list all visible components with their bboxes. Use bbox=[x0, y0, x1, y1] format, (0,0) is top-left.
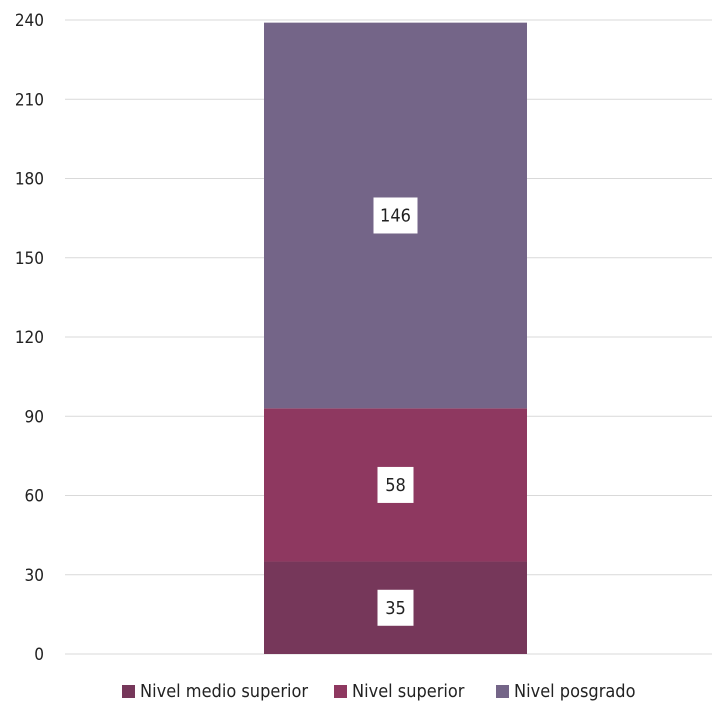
y-tick-label: 180 bbox=[15, 170, 44, 190]
legend-swatch bbox=[496, 685, 509, 698]
data-label: 58 bbox=[385, 475, 406, 496]
bar-segments bbox=[264, 22, 527, 654]
legend-swatch bbox=[334, 685, 347, 698]
legend-label: Nivel medio superior bbox=[140, 681, 308, 702]
y-tick-label: 150 bbox=[15, 249, 44, 269]
data-labels: 35 58 146 bbox=[373, 197, 418, 626]
data-label: 146 bbox=[380, 205, 411, 226]
y-tick-label: 90 bbox=[25, 407, 44, 427]
legend-swatch bbox=[122, 685, 135, 698]
data-label-box bbox=[373, 197, 418, 234]
y-tick-label: 210 bbox=[15, 90, 44, 110]
data-label-box bbox=[377, 466, 414, 503]
y-axis-ticks: 0 30 60 90 120 150 180 210 240 bbox=[15, 11, 44, 665]
y-tick-label: 60 bbox=[25, 487, 44, 507]
y-tick-label: 240 bbox=[15, 11, 44, 31]
y-tick-label: 120 bbox=[15, 328, 44, 348]
data-label: 35 bbox=[385, 598, 406, 619]
y-tick-label: 0 bbox=[34, 645, 44, 665]
legend: Nivel medio superior Nivel superior Nivel … bbox=[122, 681, 636, 702]
y-tick-label: 30 bbox=[25, 566, 44, 586]
legend-label: Nivel posgrado bbox=[514, 681, 636, 702]
legend-label: Nivel superior bbox=[352, 681, 465, 702]
data-label-box bbox=[377, 589, 414, 626]
